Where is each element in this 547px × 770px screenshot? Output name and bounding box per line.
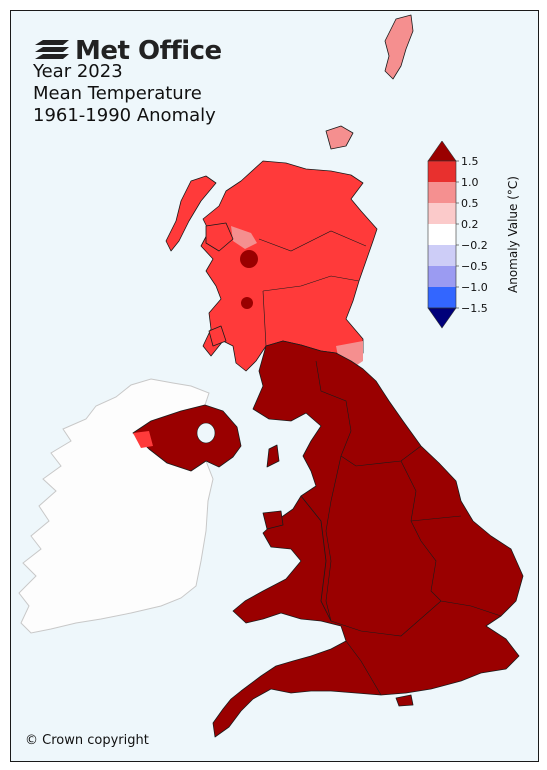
legend-colorbar: 1.5 1.0 0.5 0.2 −0.2 −0.5 −1.0 −1.5 Anomaly Valu… [427,141,520,329]
legend-band [428,245,456,266]
legend-tick-label: −0.5 [461,260,488,273]
legend-min-arrow [427,307,457,329]
anglesey [262,510,284,530]
legend-axis-label: Anomaly Value (°C) [506,176,520,293]
met-office-waves-icon [35,40,69,59]
outer-hebrides [165,175,217,252]
northern-ireland-region [132,404,242,472]
scotland-dark-patch-2 [241,297,253,309]
map-frame: Met Office Year 2023 Mean Temperature 19… [10,10,539,762]
legend-band [428,224,456,245]
uk-anomaly-map [18,14,524,738]
england-regional-borders [315,360,502,696]
legend-tick-label: 1.0 [461,176,479,189]
legend-tick-label: 0.5 [461,197,479,210]
title-year: Year 2023 [33,61,123,82]
shetland [384,14,414,80]
england-region [212,340,524,738]
wales-border [300,495,332,622]
legend-tick-label: −1.5 [461,302,488,315]
scotland-west-light [231,226,257,249]
legend-tick-label: −1.0 [461,281,488,294]
scotland-dark-patch-1 [240,250,258,268]
skye [205,222,234,252]
isle-of-man [266,444,280,468]
met-office-logo: Met Office [33,36,222,66]
isle-of-wight [395,694,414,707]
legend-band [428,287,456,308]
legend-tick-label: 0.2 [461,218,479,231]
title-baseline: 1961-1990 Anomaly [33,105,216,126]
logo-text: Met Office [75,36,222,66]
legend-tick-label: 1.5 [461,155,479,168]
title-variable: Mean Temperature [33,83,202,104]
legend-band [428,161,456,182]
lough-neagh [196,422,216,444]
legend-band [428,203,456,224]
legend-band [428,182,456,203]
ni-west-tip [133,431,153,448]
legend-max-arrow [427,141,457,162]
scotland-internal-border [258,230,367,347]
scotland-region [200,160,378,372]
legend-band [428,266,456,287]
islay [208,325,227,347]
legend-tick-label: −0.2 [461,239,488,252]
copyright-notice: © Crown copyright [25,733,149,748]
legend-border [427,160,457,309]
orkney [325,125,354,150]
